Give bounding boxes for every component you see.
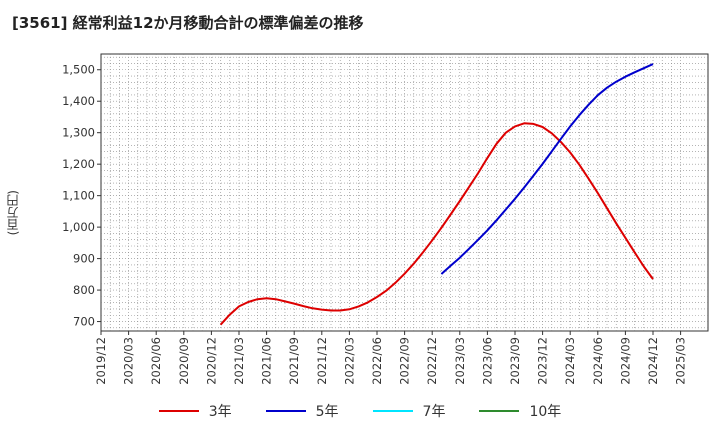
x-axis-ticks: 2019/12 2020/03 2020/06 2020/09 2020/12 2021/… — [94, 331, 688, 385]
x-tick-label: 2021/12 — [315, 337, 329, 385]
x-tick-label: 2024/03 — [563, 337, 577, 385]
legend-item-7y[interactable]: 7年 — [372, 401, 446, 421]
x-tick-label: 2023/06 — [480, 337, 494, 385]
y-tick-label: 1,300 — [62, 126, 95, 140]
legend-label-10y: 10年 — [529, 404, 562, 420]
legend-item-3y[interactable]: 3年 — [158, 401, 232, 421]
y-tick-label: 1,500 — [62, 63, 95, 77]
x-tick-label: 2021/03 — [232, 337, 246, 385]
x-tick-label: 2023/03 — [453, 337, 467, 385]
x-tick-label: 2023/12 — [536, 337, 550, 385]
x-tick-label: 2022/09 — [398, 337, 412, 385]
y-tick-label: 1,400 — [62, 94, 95, 108]
legend-label-5y: 5年 — [315, 404, 339, 420]
legend-swatch-7y — [372, 410, 413, 412]
x-tick-label: 2020/03 — [122, 337, 136, 385]
legend-label-3y: 3年 — [208, 404, 232, 420]
x-tick-label: 2025/03 — [674, 337, 688, 385]
x-tick-label: 2022/12 — [425, 337, 439, 385]
legend-swatch-5y — [265, 410, 306, 412]
line-chart: 7008009001,0001,1001,2001,3001,4001,500 … — [62, 53, 709, 385]
x-tick-label: 2022/06 — [370, 337, 384, 385]
y-tick-label: 900 — [73, 252, 95, 266]
y-axis-ticks: 700 800 900 1,000 1,100 1,200 1,300 1,400 1,500 — [62, 63, 101, 329]
x-tick-label: 2023/09 — [508, 337, 522, 385]
legend: 3年 5年 7年 10年 — [0, 401, 720, 421]
y-tick-label: 1,200 — [62, 157, 95, 171]
y-tick-label: 1,100 — [62, 189, 95, 203]
legend-item-5y[interactable]: 5年 — [265, 401, 339, 421]
x-tick-label: 2021/06 — [260, 337, 274, 385]
y-tick-label: 800 — [73, 283, 95, 297]
legend-label-7y: 7年 — [422, 404, 446, 420]
legend-swatch-3y — [158, 410, 199, 412]
x-tick-label: 2020/09 — [177, 337, 191, 385]
x-tick-label: 2022/03 — [342, 337, 356, 385]
chart-title: [3561] 経常利益12か月移動合計の標準偏差の推移 — [12, 14, 364, 32]
x-tick-label: 2024/06 — [591, 337, 605, 385]
series-lines — [219, 63, 654, 326]
legend-item-10y[interactable]: 10年 — [479, 401, 561, 421]
grid-lines — [101, 54, 708, 331]
series-line-1 — [440, 63, 654, 275]
x-tick-label: 2019/12 — [94, 337, 108, 385]
x-tick-label: 2021/09 — [287, 337, 301, 385]
legend-swatch-10y — [479, 410, 520, 412]
x-tick-label: 2024/09 — [618, 337, 632, 385]
y-tick-label: 700 — [73, 315, 95, 329]
series-line-0 — [219, 122, 654, 326]
x-tick-label: 2024/12 — [646, 337, 660, 385]
y-tick-label: 1,000 — [62, 220, 95, 234]
x-tick-label: 2020/12 — [204, 337, 218, 385]
x-tick-label: 2020/06 — [149, 337, 163, 385]
